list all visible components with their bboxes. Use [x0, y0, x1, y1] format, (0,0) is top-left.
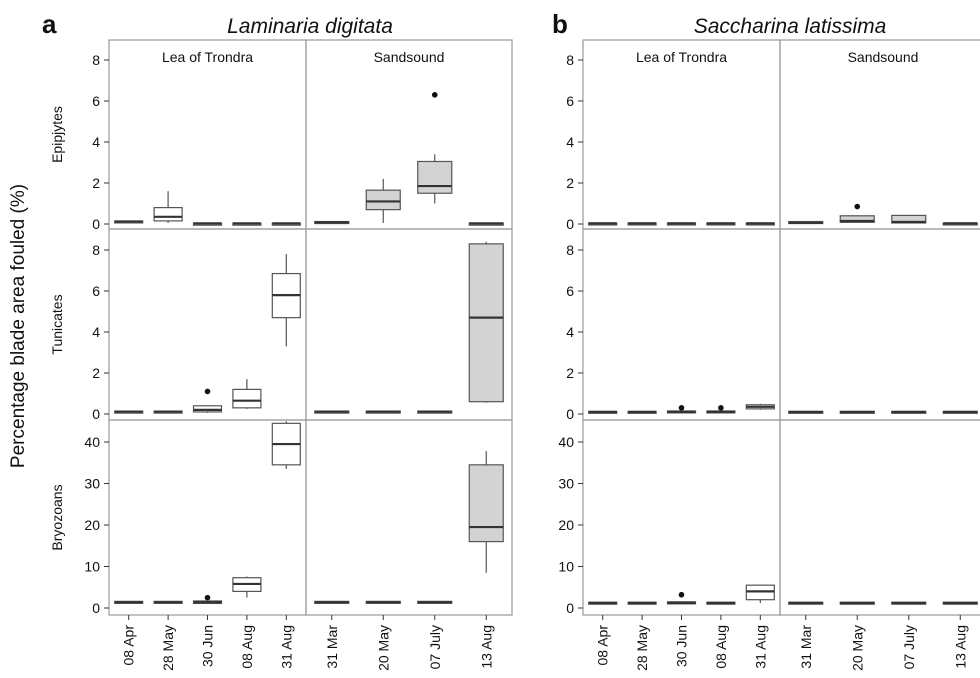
box-iqr [468, 464, 504, 543]
box-iqr [153, 207, 183, 222]
facet-frame [582, 228, 781, 421]
facet-frame [779, 228, 980, 421]
y-tick-label: 0 [92, 600, 100, 616]
figure-ylabel: Percentage blade area fouled (%) [8, 184, 29, 468]
x-tick-label: 08 Apr [121, 625, 137, 666]
x-tick-label: 20 May [375, 625, 391, 671]
y-tick-label: 4 [566, 134, 574, 150]
y-tick-label: 2 [92, 365, 100, 381]
box-outlier [204, 594, 211, 601]
y-tick-label: 8 [92, 52, 100, 68]
facet-frame [108, 39, 307, 230]
y-tick-label: 30 [84, 476, 100, 492]
x-tick-label: 13 Aug [952, 625, 968, 669]
x-tick-label: 31 Aug [752, 625, 768, 669]
y-tick-label: 10 [558, 559, 574, 575]
box-iqr [417, 160, 453, 194]
row-label: Tunicates [49, 294, 65, 354]
y-tick-label: 40 [84, 434, 100, 450]
x-tick-label: 31 Aug [278, 625, 294, 669]
panel-letter-a: a [42, 9, 57, 39]
y-tick-label: 0 [92, 406, 100, 422]
y-tick-label: 8 [566, 242, 574, 258]
x-tick-label: 31 Mar [324, 625, 340, 669]
x-tick-label: 08 Aug [713, 625, 729, 669]
y-tick-label: 10 [84, 559, 100, 575]
y-tick-label: 40 [558, 434, 574, 450]
panel-title-a: Laminaria digitata [227, 15, 393, 38]
y-tick-label: 8 [566, 52, 574, 68]
y-tick-label: 6 [92, 283, 100, 299]
box-outlier [431, 92, 438, 98]
y-tick-label: 2 [566, 365, 574, 381]
y-tick-label: 2 [92, 175, 100, 191]
box-iqr [232, 388, 262, 409]
site-label: Lea of Trondra [636, 49, 727, 65]
y-tick-label: 4 [92, 134, 100, 150]
x-tick-label: 28 May [634, 625, 650, 671]
box-iqr [468, 243, 504, 403]
box-iqr [839, 215, 875, 223]
x-tick-label: 30 Jun [674, 625, 690, 667]
y-tick-label: 6 [566, 283, 574, 299]
y-tick-label: 20 [558, 517, 574, 533]
y-tick-label: 4 [92, 324, 100, 340]
y-tick-label: 8 [92, 242, 100, 258]
y-tick-label: 0 [92, 216, 100, 232]
box-outlier [718, 405, 724, 411]
y-tick-label: 2 [566, 175, 574, 191]
x-tick-label: 07 July [901, 625, 917, 669]
box-outlier [204, 388, 211, 395]
row-label: Bryozoans [49, 484, 65, 550]
site-label: Sandsound [848, 49, 919, 65]
facet-frame [305, 419, 513, 616]
box-outlier [678, 405, 685, 411]
row-label: Epipjytes [49, 106, 65, 163]
y-tick-label: 6 [92, 93, 100, 109]
y-tick-label: 30 [558, 476, 574, 492]
panel-letter-b: b [552, 9, 568, 39]
box-iqr [365, 189, 401, 211]
facet-frame [779, 39, 980, 230]
x-tick-label: 08 Apr [595, 625, 611, 666]
y-tick-label: 0 [566, 216, 574, 232]
box-outlier [854, 203, 861, 210]
panel-title-b: Saccharina latissima [694, 15, 887, 38]
y-tick-label: 20 [84, 517, 100, 533]
chart-panels: a Laminaria digitata Epipjytes 0 2 4 6 8 Lea of … [42, 9, 980, 671]
y-tick-label: 0 [566, 406, 574, 422]
site-label: Sandsound [374, 49, 445, 65]
y-tick-label: 6 [566, 93, 574, 109]
x-tick-label: 13 Aug [478, 625, 494, 669]
x-tick-label: 20 May [849, 625, 865, 671]
facet-frame [305, 39, 513, 230]
site-label: Lea of Trondra [162, 49, 253, 65]
x-tick-label: 30 Jun [200, 625, 216, 667]
box-outlier [678, 591, 685, 598]
facet-frame [582, 39, 781, 230]
x-tick-label: 31 Mar [798, 625, 814, 669]
y-tick-label: 0 [566, 600, 574, 616]
x-tick-label: 07 July [427, 625, 443, 669]
x-tick-label: 28 May [160, 625, 176, 671]
x-tick-label: 08 Aug [239, 625, 255, 669]
facet-frame [779, 419, 980, 616]
y-tick-label: 4 [566, 324, 574, 340]
